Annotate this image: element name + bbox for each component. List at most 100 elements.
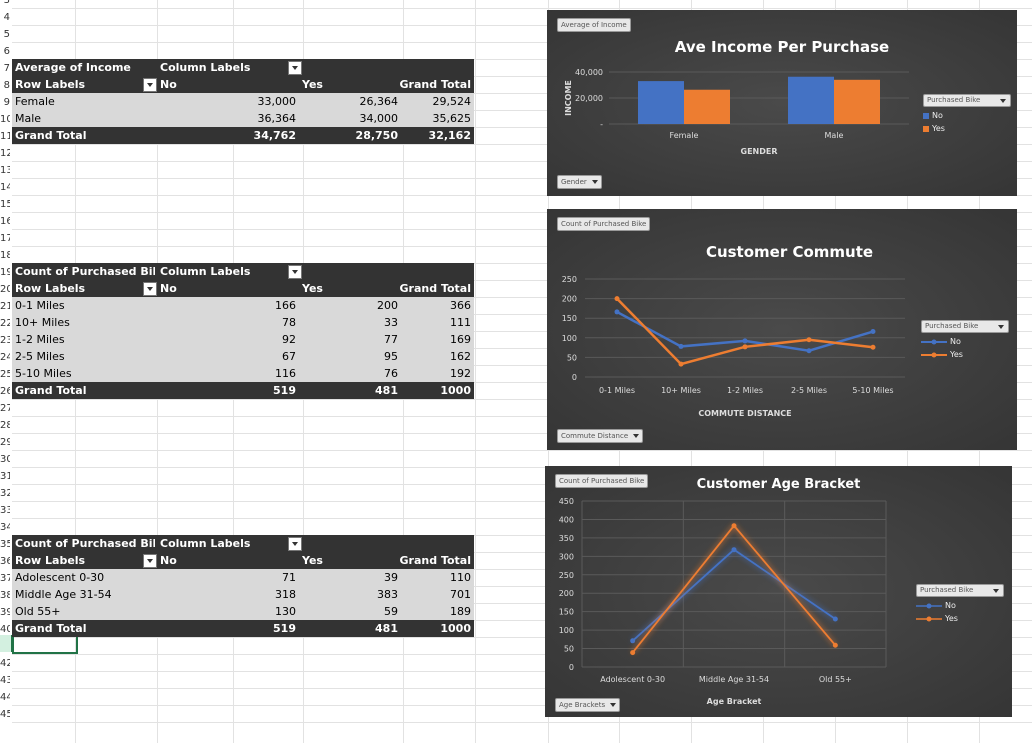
pivot-title-row[interactable]: Count of Purchased Bike Column Labels: [12, 535, 474, 552]
pivot-value-title: Count of Purchased Bike: [15, 265, 155, 278]
row-number[interactable]: 27: [0, 403, 10, 414]
column-labels-header: Column Labels: [160, 537, 251, 550]
row-filter-dropdown[interactable]: [143, 282, 157, 296]
pivot-data-row[interactable]: 10+ Miles 78 33 111: [12, 314, 474, 331]
legend-field-button[interactable]: Purchased Bike: [923, 94, 1011, 107]
row-number[interactable]: 20: [0, 284, 10, 295]
gender-axis-field-button[interactable]: Gender: [557, 175, 602, 189]
row-number[interactable]: 14: [0, 182, 10, 193]
row-number[interactable]: 30: [0, 454, 10, 465]
active-cell[interactable]: [12, 635, 78, 654]
pivot-header-row[interactable]: Row Labels No Yes Grand Total: [12, 76, 474, 93]
row-number[interactable]: 17: [0, 233, 10, 244]
row-number[interactable]: 44: [0, 692, 10, 703]
pivot-header-row[interactable]: Row Labels No Yes Grand Total: [12, 280, 474, 297]
row-number[interactable]: 34: [0, 522, 10, 533]
row-number[interactable]: 35: [0, 539, 10, 550]
row-number[interactable]: 26: [0, 386, 10, 397]
row-number[interactable]: 5: [3, 29, 10, 40]
row-number[interactable]: 15: [0, 199, 10, 210]
row-number[interactable]: 37: [0, 573, 10, 584]
pivot-title-row[interactable]: Average of Income Column Labels: [12, 59, 474, 76]
pivot-grand-total-row[interactable]: Grand Total 519 481 1000: [12, 620, 474, 637]
row-number[interactable]: 39: [0, 607, 10, 618]
y-tick-label: 200: [559, 589, 574, 598]
row-number[interactable]: 28: [0, 420, 10, 431]
y-tick-label: 150: [559, 608, 574, 617]
row-number[interactable]: 19: [0, 267, 10, 278]
pivot-title-row[interactable]: Count of Purchased Bike Column Labels: [12, 263, 474, 280]
legend-swatch-yes: [921, 352, 947, 357]
row-number[interactable]: 33: [0, 505, 10, 516]
legend-field-button[interactable]: Purchased Bike: [916, 584, 1004, 597]
grand-total-yes: 481: [375, 622, 398, 635]
pivot-data-row[interactable]: Adolescent 0-30 71 39 110: [12, 569, 474, 586]
commute-line-chart[interactable]: Count of Purchased Bike Customer Commute…: [547, 209, 1017, 450]
row-number[interactable]: 45: [0, 709, 10, 720]
column-filter-dropdown[interactable]: [288, 537, 302, 551]
value-yes: 76: [384, 367, 398, 380]
pivot-data-row[interactable]: 2-5 Miles 67 95 162: [12, 348, 474, 365]
header-yes: Yes: [302, 78, 323, 91]
pivot-data-row[interactable]: 1-2 Miles 92 77 169: [12, 331, 474, 348]
pivot-grand-total-row[interactable]: Grand Total 519 481 1000: [12, 382, 474, 399]
income-bar-chart[interactable]: Average of Income Ave Income Per Purchas…: [547, 10, 1017, 196]
row-number[interactable]: 38: [0, 590, 10, 601]
pivot-header-row[interactable]: Row Labels No Yes Grand Total: [12, 552, 474, 569]
row-number[interactable]: 22: [0, 318, 10, 329]
age-axis-field-button[interactable]: Age Brackets: [555, 698, 621, 712]
row-number[interactable]: 9: [3, 97, 10, 108]
pivot-grand-total-row[interactable]: Grand Total 34,762 28,750 32,162: [12, 127, 474, 144]
row-number[interactable]: 18: [0, 250, 10, 261]
row-number[interactable]: 6: [3, 46, 10, 57]
row-number[interactable]: 40: [0, 624, 10, 635]
pivot-value-title: Count of Purchased Bike: [15, 537, 155, 550]
column-filter-dropdown[interactable]: [288, 61, 302, 75]
row-number[interactable]: 25: [0, 369, 10, 380]
row-number[interactable]: 24: [0, 352, 10, 363]
row-number[interactable]: 42: [0, 658, 10, 669]
header-no: No: [160, 78, 177, 91]
header-grand-total: Grand Total: [399, 554, 471, 567]
row-number[interactable]: 7: [3, 63, 10, 74]
row-number[interactable]: 29: [0, 437, 10, 448]
pivot-data-row[interactable]: Old 55+ 130 59 189: [12, 603, 474, 620]
pivot-data-row[interactable]: 0-1 Miles 166 200 366: [12, 297, 474, 314]
row-number[interactable]: 4: [3, 12, 10, 23]
row-number[interactable]: 32: [0, 488, 10, 499]
row-gridline: [12, 348, 1032, 349]
row-number[interactable]: 3: [3, 0, 10, 6]
value-yes: 39: [384, 571, 398, 584]
row-number[interactable]: 12: [0, 148, 10, 159]
bar-no-male: [788, 76, 834, 124]
commute-axis-field-button[interactable]: Commute Distance: [557, 429, 644, 443]
value-total: 110: [450, 571, 471, 584]
value-field-button[interactable]: Average of Income: [557, 18, 631, 32]
row-filter-dropdown[interactable]: [143, 78, 157, 92]
row-number[interactable]: 31: [0, 471, 10, 482]
pivot-data-row[interactable]: Female 33,000 26,364 29,524: [12, 93, 474, 110]
row-filter-dropdown[interactable]: [143, 554, 157, 568]
row-number[interactable]: 8: [3, 80, 10, 91]
value-field-button[interactable]: Count of Purchased Bike: [555, 474, 649, 488]
pivot-data-row[interactable]: Middle Age 31-54 318 383 701: [12, 586, 474, 603]
row-number[interactable]: 36: [0, 556, 10, 567]
row-number[interactable]: 13: [0, 165, 10, 176]
row-number[interactable]: 11: [0, 131, 10, 142]
row-number[interactable]: 21: [0, 301, 10, 312]
column-filter-dropdown[interactable]: [288, 265, 302, 279]
value-field-button[interactable]: Count of Purchased Bike: [557, 217, 651, 231]
row-number[interactable]: 16: [0, 216, 10, 227]
legend-field-button[interactable]: Purchased Bike: [921, 320, 1009, 333]
age-bracket-line-chart[interactable]: Count of Purchased Bike Customer Age Bra…: [545, 466, 1012, 717]
row-number[interactable]: 10: [0, 114, 10, 125]
row-number[interactable]: 43: [0, 675, 10, 686]
row-number[interactable]: 23: [0, 335, 10, 346]
pivot-data-row[interactable]: Male 36,364 34,000 35,625: [12, 110, 474, 127]
row-gridline: [12, 314, 1032, 315]
pivot-data-row[interactable]: 5-10 Miles 116 76 192: [12, 365, 474, 382]
column-labels-header: Column Labels: [160, 61, 251, 74]
value-yes: 77: [384, 333, 398, 346]
x-tick-label: 2-5 Miles: [791, 386, 827, 395]
